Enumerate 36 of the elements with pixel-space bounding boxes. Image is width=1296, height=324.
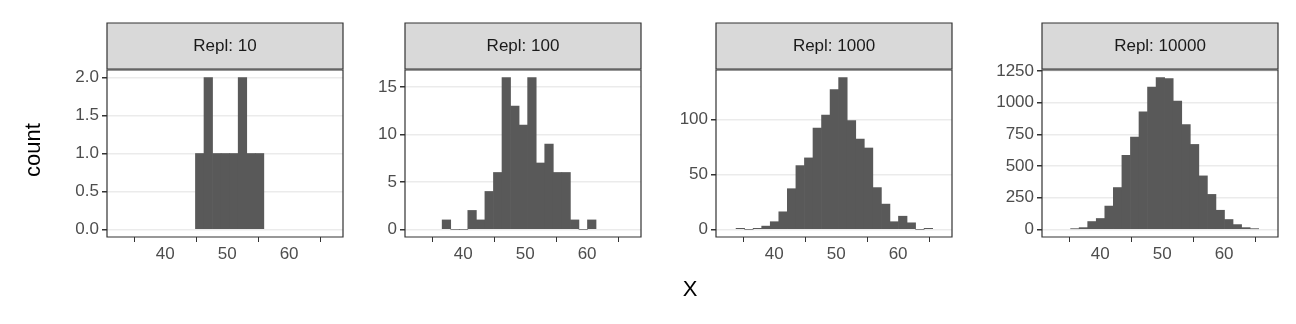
y-tick-label: 750 [1005,123,1034,143]
x-tick-label: 40 [764,243,784,263]
y-tick-label: 5 [387,171,397,191]
chart-title: Repl: 10000 [1114,35,1206,55]
chart-title: Repl: 1000 [792,35,876,55]
x-tick-label: 40 [155,243,175,263]
y-tick-label: 1000 [996,92,1034,112]
y-tick-label: 1.5 [75,105,99,125]
y-tick-label: 50 [689,164,708,184]
chart-title: Repl: 100 [486,35,560,55]
x-tick-label: 60 [577,243,597,263]
x-tick-label: 50 [826,243,846,263]
x-tick-label: 40 [1090,243,1110,263]
y-tick-label: 0.5 [75,181,99,201]
x-tick-label: 60 [279,243,299,263]
y-tick-label: 1.0 [75,143,99,163]
y-tick-label: 0 [698,219,708,239]
y-tick-label: 0 [1024,219,1034,239]
x-tick-label: 50 [217,243,237,263]
y-tick-label: 0.0 [75,219,99,239]
x-tick-label: 50 [1152,243,1172,263]
y-axis-title: count [20,123,46,177]
x-tick-label: 60 [1214,243,1234,263]
y-tick-label: 0 [387,219,397,239]
y-tick-label: 2.0 [75,67,99,87]
y-tick-label: 100 [679,109,708,129]
y-tick-label: 1250 [996,60,1034,80]
chart-title: Repl: 10 [193,35,257,55]
x-tick-label: 50 [515,243,535,263]
y-tick-label: 250 [1005,187,1034,207]
y-tick-label: 10 [378,124,397,144]
x-tick-label: 60 [888,243,908,263]
x-tick-label: 40 [453,243,473,263]
y-tick-label: 500 [1005,155,1034,175]
x-axis-title: X [682,276,698,302]
y-tick-label: 15 [378,76,397,96]
